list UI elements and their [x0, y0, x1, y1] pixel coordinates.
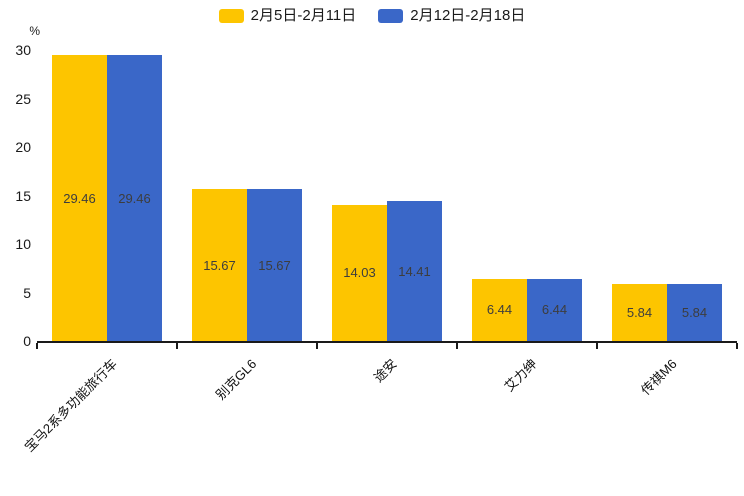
legend-item-series1[interactable]: 2月5日-2月11日	[218, 6, 357, 26]
bar-series2[interactable]: 29.46	[107, 55, 162, 341]
bar-value-label: 6.44	[486, 302, 513, 318]
bar-value-label: 5.84	[681, 305, 708, 321]
legend-swatch	[218, 9, 244, 23]
bar-group: 15.67 15.67	[177, 50, 317, 341]
bar-value-label: 29.46	[118, 190, 151, 206]
y-tick-label: 10	[15, 236, 31, 252]
y-tick-label: 5	[23, 284, 31, 301]
bar-value-label: 15.67	[203, 257, 236, 273]
bar-series2[interactable]: 5.84	[667, 284, 722, 341]
y-tick-label: 15	[15, 187, 31, 204]
legend-swatch	[378, 9, 404, 23]
y-axis-labels: 0 5 10 15 20 25 30	[0, 42, 31, 349]
x-axis-label: 途安	[370, 356, 400, 386]
bar-value-label: 14.41	[398, 263, 431, 279]
bar-value-label: 5.84	[626, 305, 653, 321]
x-axis-tick	[36, 343, 38, 349]
bar-series1[interactable]: 14.03	[332, 204, 387, 341]
bar-group: 14.03 14.41	[317, 50, 457, 341]
legend-label: 2月12日-2月18日	[410, 7, 526, 24]
bar-group: 5.84 5.84	[597, 50, 737, 341]
legend-item-series2[interactable]: 2月12日-2月18日	[378, 6, 525, 26]
bar-series1[interactable]: 5.84	[612, 284, 667, 341]
bar-series2[interactable]: 14.41	[387, 201, 442, 341]
bar-series1[interactable]: 29.46	[52, 55, 107, 341]
bar-value-label: 29.46	[63, 190, 96, 206]
y-tick-label: 25	[15, 90, 31, 107]
x-axis-tick	[316, 343, 318, 349]
x-axis-tick	[736, 343, 738, 349]
bar-series1[interactable]: 15.67	[192, 189, 247, 341]
bar-series2[interactable]: 6.44	[527, 278, 582, 341]
x-axis-label: 宝马2系多功能旅行车	[21, 356, 120, 455]
x-axis-label: 艾力绅	[501, 356, 540, 395]
legend-label: 2月5日-2月11日	[250, 7, 357, 24]
bar-series2[interactable]: 15.67	[247, 189, 302, 341]
y-tick-label: 30	[15, 42, 31, 58]
y-axis-unit-label: %	[29, 24, 40, 38]
legend: 2月5日-2月11日 2月12日-2月18日	[0, 6, 744, 26]
x-axis-label: 别克GL6	[213, 356, 260, 403]
bar-value-label: 14.03	[343, 265, 376, 281]
x-axis-ticks	[36, 343, 738, 351]
plot-area: 29.46 29.46 15.67 15.67 14.03 14.41 6.44 6.44 5.…	[36, 50, 738, 349]
y-tick-label: 20	[15, 139, 31, 155]
x-axis-label: 传祺M6	[637, 356, 680, 398]
y-tick-label: 0	[23, 333, 31, 349]
bar-group: 6.44 6.44	[457, 50, 597, 341]
bar-group: 29.46 29.46	[37, 50, 177, 341]
bar-series1[interactable]: 6.44	[472, 278, 527, 341]
x-axis-tick	[596, 343, 598, 349]
bar-groups: 29.46 29.46 15.67 15.67 14.03 14.41 6.44 6.44 5.…	[37, 50, 737, 341]
x-axis-tick	[176, 343, 178, 349]
x-axis-tick	[456, 343, 458, 349]
bar-value-label: 6.44	[541, 302, 568, 318]
bar-value-label: 15.67	[258, 257, 291, 273]
